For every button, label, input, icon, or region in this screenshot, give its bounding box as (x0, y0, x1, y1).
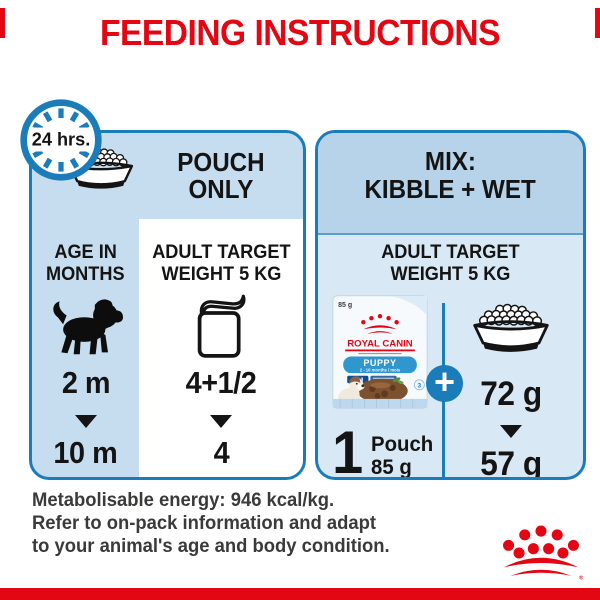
pouch-unit: Pouch 85 g (371, 429, 435, 479)
kibble-bowl-icon (470, 303, 552, 362)
feeding-table-pouch-only: AGE IN MONTHS (32, 219, 303, 477)
plus-sign: + (433, 361, 456, 402)
pouch-only-line1: POUCH (176, 147, 265, 177)
age-arrow-row (32, 415, 139, 428)
wet-portion-caption: 1 Pouch 85 g (331, 419, 436, 480)
footnote-line1: Metabolisable energy: 946 kcal/kg. (32, 490, 335, 511)
pouch-count-text: 1 (332, 419, 364, 480)
footnote-line3: to your animal's age and body condition. (32, 536, 390, 557)
age-header-line1: AGE IN (54, 241, 117, 263)
pouch-arrow-row (139, 415, 303, 428)
kibble-portion-cell: 72 g 57 g (445, 293, 577, 480)
print-crop-mark-right (595, 8, 600, 38)
plus-badge: + (426, 361, 463, 402)
age-end-value: 10 m (32, 435, 139, 471)
mix-subheading: ADULT TARGET WEIGHT 5 KG (318, 241, 583, 285)
royal-canin-crown-logo: ® (499, 523, 584, 588)
footnote: Metabolisable energy: 946 kcal/kg. Refer… (32, 489, 401, 558)
down-arrow-icon (210, 415, 232, 428)
pouch-only-heading: POUCH ONLY (132, 147, 303, 204)
pouch-column-header: ADULT TARGET WEIGHT 5 KG (139, 241, 303, 285)
pouch-unit-label: Pouch (371, 433, 434, 456)
pouch-age-line: 2 - 10 months / mois (360, 368, 401, 373)
age-start-value: 2 m (32, 365, 139, 401)
pouch-range: PUPPY (363, 358, 396, 368)
dog-photo (338, 376, 365, 402)
mix-sub-line1: ADULT TARGET (381, 241, 520, 263)
registered-mark: ® (579, 575, 583, 582)
page-title: FEEDING INSTRUCTIONS (0, 12, 600, 54)
print-crop-mark-left (0, 8, 5, 38)
pouch-header-line1: ADULT TARGET (151, 241, 291, 263)
pouch-count: 1 (331, 419, 364, 480)
mix-line1: MIX: (424, 146, 477, 176)
mini-crown-logo (361, 313, 399, 334)
pouch-badge: 3 (418, 382, 422, 389)
pouch-end-value: 4 (139, 435, 303, 471)
puppy-icon (32, 293, 139, 364)
down-arrow-icon (74, 415, 97, 428)
brand-red-bar (0, 588, 600, 600)
page-title-text: FEEDING INSTRUCTIONS (100, 12, 500, 53)
pouch-only-line2: ONLY (188, 174, 253, 204)
pouch-start-value: 4+1/2 (139, 365, 303, 401)
mix-kibble-wet-panel: MIX: KIBBLE + WET ADULT TARGET WEIGHT 5 … (315, 130, 586, 480)
pouch-unit-weight: 85 g (371, 456, 413, 479)
clock-label: 24 hrs. (32, 130, 91, 150)
kibble-start-value: 72 g (478, 375, 544, 414)
mix-line2: KIBBLE + WET (364, 174, 537, 204)
pouch-end-text: 4 (213, 435, 229, 470)
pouch-header-line2: WEIGHT 5 KG (161, 263, 281, 285)
age-header-line2: MONTHS (46, 263, 125, 285)
kibble-end-value: 57 g (478, 445, 544, 480)
product-pouch-image: 85 g ROYAL CANIN PUPPY 2 - 10 months / m… (332, 295, 428, 414)
mix-sub-line2: WEIGHT 5 KG (390, 263, 511, 285)
pouch-weight-label: 85 g (338, 302, 352, 309)
age-start-text: 2 m (61, 365, 110, 400)
age-column: AGE IN MONTHS (32, 219, 139, 477)
food-photo (357, 377, 408, 403)
sachet-icon (139, 293, 303, 366)
mix-heading: MIX: KIBBLE + WET (318, 133, 583, 235)
down-arrow-icon (500, 425, 522, 438)
24-hours-clock-icon: 24 hrs. (17, 96, 105, 189)
footnote-line2: Refer to on-pack information and adapt (32, 513, 377, 534)
pouch-brand: ROYAL CANIN (347, 338, 413, 349)
age-end-text: 10 m (53, 435, 118, 470)
age-column-header: AGE IN MONTHS (32, 241, 139, 285)
pouch-quantity-column: ADULT TARGET WEIGHT 5 KG 4+1/2 4 (139, 219, 303, 477)
kibble-start-text: 72 g (480, 375, 542, 413)
pouch-start-text: 4+1/2 (185, 365, 257, 400)
kibble-end-text: 57 g (480, 445, 542, 480)
pouch-only-panel: POUCH ONLY AGE IN MONTHS (29, 130, 306, 480)
